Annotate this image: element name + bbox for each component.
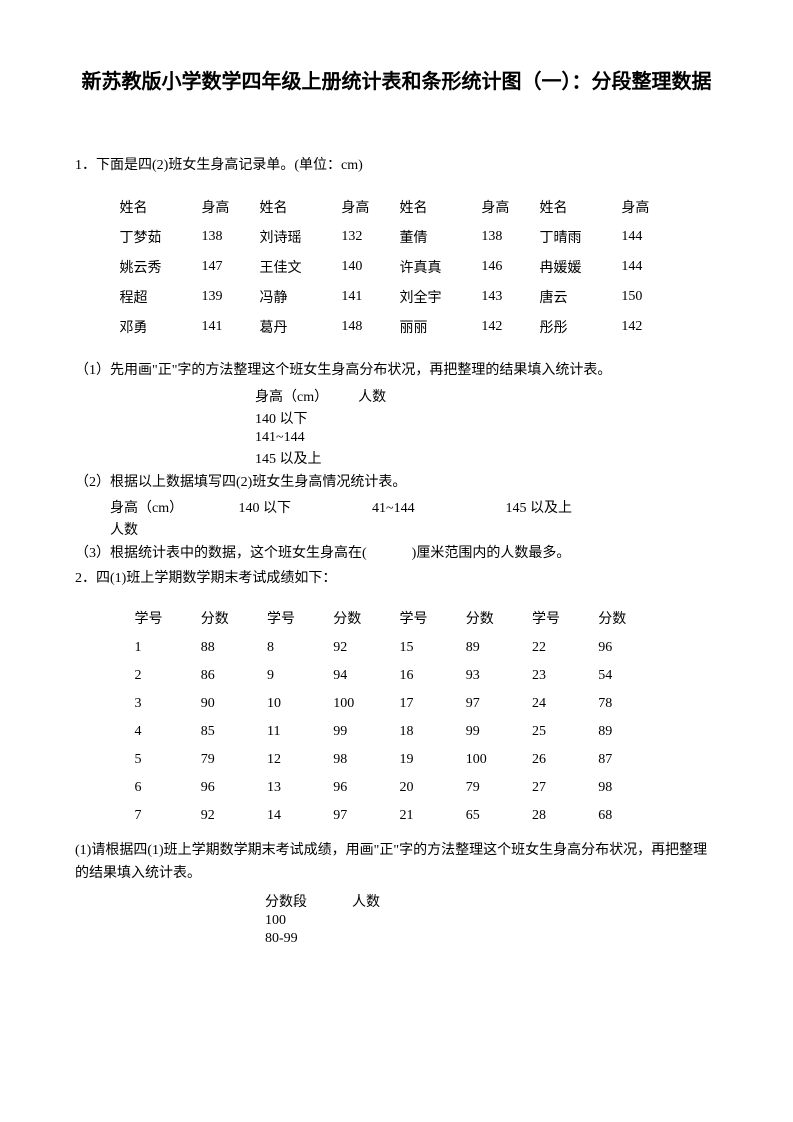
page-title: 新苏教版小学数学四年级上册统计表和条形统计图（一）：分段整理数据 bbox=[75, 60, 718, 104]
q1-tally-table: 身高（cm）人数 140 以下 141~144 145 以及上 bbox=[255, 385, 416, 469]
q1-height-table: 姓名 身高 姓名 身高 姓名 身高 姓名 身高 丁梦茹138刘诗瑶132董倩13… bbox=[117, 192, 677, 342]
th: 姓名 bbox=[536, 192, 618, 222]
q1-stat-row2: 人数 bbox=[110, 520, 718, 542]
th: 姓名 bbox=[117, 192, 199, 222]
th: 身高 bbox=[618, 192, 676, 222]
q2-sub1: (1)请根据四(1)班上学期数学期末考试成绩，用画"正"字的方法整理这个班女生身… bbox=[75, 840, 718, 885]
table-row: 程超139冯静141刘全宇143唐云150 bbox=[117, 282, 677, 312]
q2-intro: 2．四(1)班上学期数学期末考试成绩如下： bbox=[75, 568, 718, 590]
q1-sub3: （3）根据统计表中的数据，这个班女生身高在()厘米范围内的人数最多。 bbox=[75, 543, 718, 565]
q1-sub1: （1）先用画"正"字的方法整理这个班女生身高分布状况，再把整理的结果填入统计表。 bbox=[75, 360, 718, 382]
th: 身高 bbox=[478, 192, 536, 222]
table-row: 18889215892296 bbox=[132, 634, 662, 662]
q2-tally-table: 分数段人数 100 80-99 bbox=[265, 890, 425, 948]
q1-stat-row1: 身高（cm） 140 以下 41~144 145 以及上 bbox=[110, 498, 718, 520]
table-row: 姚云秀147王佳文140许真真146冉媛媛144 bbox=[117, 252, 677, 282]
table-row: 696139620792798 bbox=[132, 774, 662, 802]
q1-sub2: （2）根据以上数据填写四(2)班女生身高情况统计表。 bbox=[75, 472, 718, 494]
th: 姓名 bbox=[256, 192, 338, 222]
table-row: 5791298191002687 bbox=[132, 746, 662, 774]
table-row: 792149721652868 bbox=[132, 802, 662, 830]
th: 姓名 bbox=[396, 192, 478, 222]
q1-intro: 1．下面是四(2)班女生身高记录单。(单位：cm) bbox=[75, 154, 718, 174]
th: 身高 bbox=[338, 192, 396, 222]
q2-score-table: 学号分数 学号分数 学号分数 学号分数 18889215892296 28699… bbox=[132, 602, 662, 830]
table-row: 3901010017972478 bbox=[132, 690, 662, 718]
table-row: 28699416932354 bbox=[132, 662, 662, 690]
table-row: 邓勇141葛丹148丽丽142彤彤142 bbox=[117, 312, 677, 342]
th: 身高 bbox=[198, 192, 256, 222]
table-header-row: 姓名 身高 姓名 身高 姓名 身高 姓名 身高 bbox=[117, 192, 677, 222]
table-header-row: 学号分数 学号分数 学号分数 学号分数 bbox=[132, 602, 662, 634]
table-row: 485119918992589 bbox=[132, 718, 662, 746]
table-row: 丁梦茹138刘诗瑶132董倩138丁晴雨144 bbox=[117, 222, 677, 252]
